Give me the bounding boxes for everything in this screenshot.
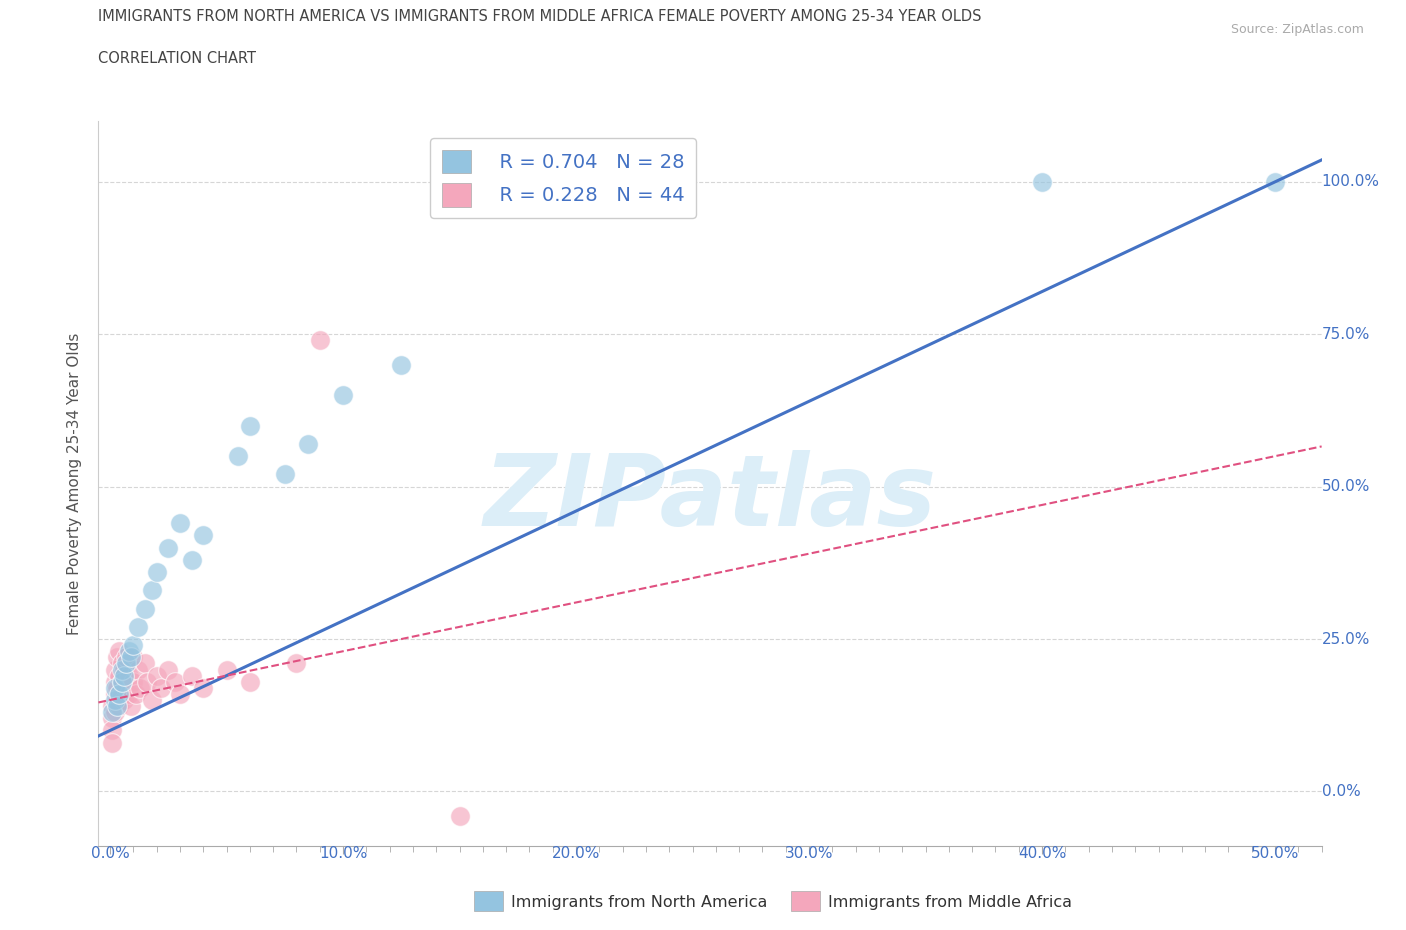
Point bbox=[297, 436, 319, 451]
Point bbox=[111, 674, 134, 689]
Point bbox=[122, 638, 145, 653]
Point bbox=[122, 650, 145, 665]
Point bbox=[105, 650, 128, 665]
Point bbox=[169, 516, 191, 531]
Point bbox=[157, 662, 180, 677]
Point bbox=[105, 681, 128, 696]
Point bbox=[111, 674, 134, 689]
Point bbox=[115, 681, 138, 696]
Point bbox=[125, 686, 148, 701]
Text: ZIPatlas: ZIPatlas bbox=[484, 449, 936, 547]
Point bbox=[101, 698, 124, 713]
Point bbox=[141, 583, 163, 598]
Point bbox=[215, 662, 238, 677]
Text: 100.0%: 100.0% bbox=[1322, 174, 1379, 190]
Point bbox=[112, 693, 135, 708]
Point bbox=[104, 674, 127, 689]
Point bbox=[111, 656, 134, 671]
Point bbox=[193, 681, 215, 696]
Point bbox=[118, 668, 141, 683]
Point bbox=[127, 662, 149, 677]
Text: 0.0%: 0.0% bbox=[1322, 784, 1361, 799]
Text: 50.0%: 50.0% bbox=[1251, 846, 1299, 861]
Point bbox=[239, 418, 262, 433]
Point bbox=[150, 681, 173, 696]
Point bbox=[193, 528, 215, 543]
Text: 25.0%: 25.0% bbox=[1322, 631, 1369, 646]
Point bbox=[134, 656, 156, 671]
Point bbox=[127, 619, 149, 634]
Point bbox=[115, 656, 138, 671]
Point bbox=[118, 644, 141, 658]
Point bbox=[120, 698, 142, 713]
Point bbox=[112, 662, 135, 677]
Point bbox=[101, 711, 124, 725]
Point bbox=[165, 674, 187, 689]
Point bbox=[285, 656, 308, 671]
Legend:   R = 0.704   N = 28,   R = 0.228   N = 44: R = 0.704 N = 28, R = 0.228 N = 44 bbox=[430, 138, 696, 219]
Point bbox=[1031, 175, 1053, 190]
Point bbox=[120, 650, 142, 665]
Text: 75.0%: 75.0% bbox=[1322, 326, 1369, 341]
Point bbox=[104, 686, 127, 701]
Text: IMMIGRANTS FROM NORTH AMERICA VS IMMIGRANTS FROM MIDDLE AFRICA FEMALE POVERTY AM: IMMIGRANTS FROM NORTH AMERICA VS IMMIGRA… bbox=[98, 9, 981, 24]
Point bbox=[104, 693, 127, 708]
Point bbox=[145, 668, 167, 683]
Point bbox=[169, 686, 191, 701]
Point bbox=[108, 686, 131, 701]
Point bbox=[108, 668, 131, 683]
Point bbox=[108, 644, 131, 658]
Point bbox=[105, 693, 128, 708]
Point bbox=[108, 698, 131, 713]
Point bbox=[115, 650, 138, 665]
Point bbox=[226, 449, 249, 464]
Point bbox=[308, 333, 330, 348]
Point bbox=[389, 357, 412, 372]
Text: Source: ZipAtlas.com: Source: ZipAtlas.com bbox=[1230, 23, 1364, 36]
Point bbox=[1264, 175, 1286, 190]
Point bbox=[157, 540, 180, 555]
Point bbox=[449, 808, 471, 823]
Point bbox=[104, 681, 127, 696]
Point bbox=[101, 705, 124, 720]
Point bbox=[332, 388, 354, 403]
Point bbox=[136, 674, 159, 689]
Point bbox=[104, 705, 127, 720]
Text: 0.0%: 0.0% bbox=[91, 846, 129, 861]
Point bbox=[141, 693, 163, 708]
Point bbox=[101, 736, 124, 751]
Point bbox=[239, 674, 262, 689]
Point bbox=[180, 552, 202, 567]
Text: 50.0%: 50.0% bbox=[1322, 479, 1369, 494]
Point bbox=[111, 662, 134, 677]
Text: 40.0%: 40.0% bbox=[1018, 846, 1066, 861]
Point bbox=[274, 467, 297, 482]
Point bbox=[129, 681, 152, 696]
Text: 20.0%: 20.0% bbox=[553, 846, 600, 861]
Legend: Immigrants from North America, Immigrants from Middle Africa: Immigrants from North America, Immigrant… bbox=[468, 885, 1078, 917]
Point bbox=[134, 601, 156, 616]
Point bbox=[112, 668, 135, 683]
Point bbox=[105, 698, 128, 713]
Text: CORRELATION CHART: CORRELATION CHART bbox=[98, 51, 256, 66]
Point bbox=[118, 686, 141, 701]
Point bbox=[101, 723, 124, 737]
Point bbox=[104, 662, 127, 677]
Text: 30.0%: 30.0% bbox=[785, 846, 834, 861]
Text: 10.0%: 10.0% bbox=[319, 846, 367, 861]
Point bbox=[111, 686, 134, 701]
Point bbox=[122, 674, 145, 689]
Y-axis label: Female Poverty Among 25-34 Year Olds: Female Poverty Among 25-34 Year Olds bbox=[67, 332, 83, 635]
Point bbox=[180, 668, 202, 683]
Point bbox=[145, 565, 167, 579]
